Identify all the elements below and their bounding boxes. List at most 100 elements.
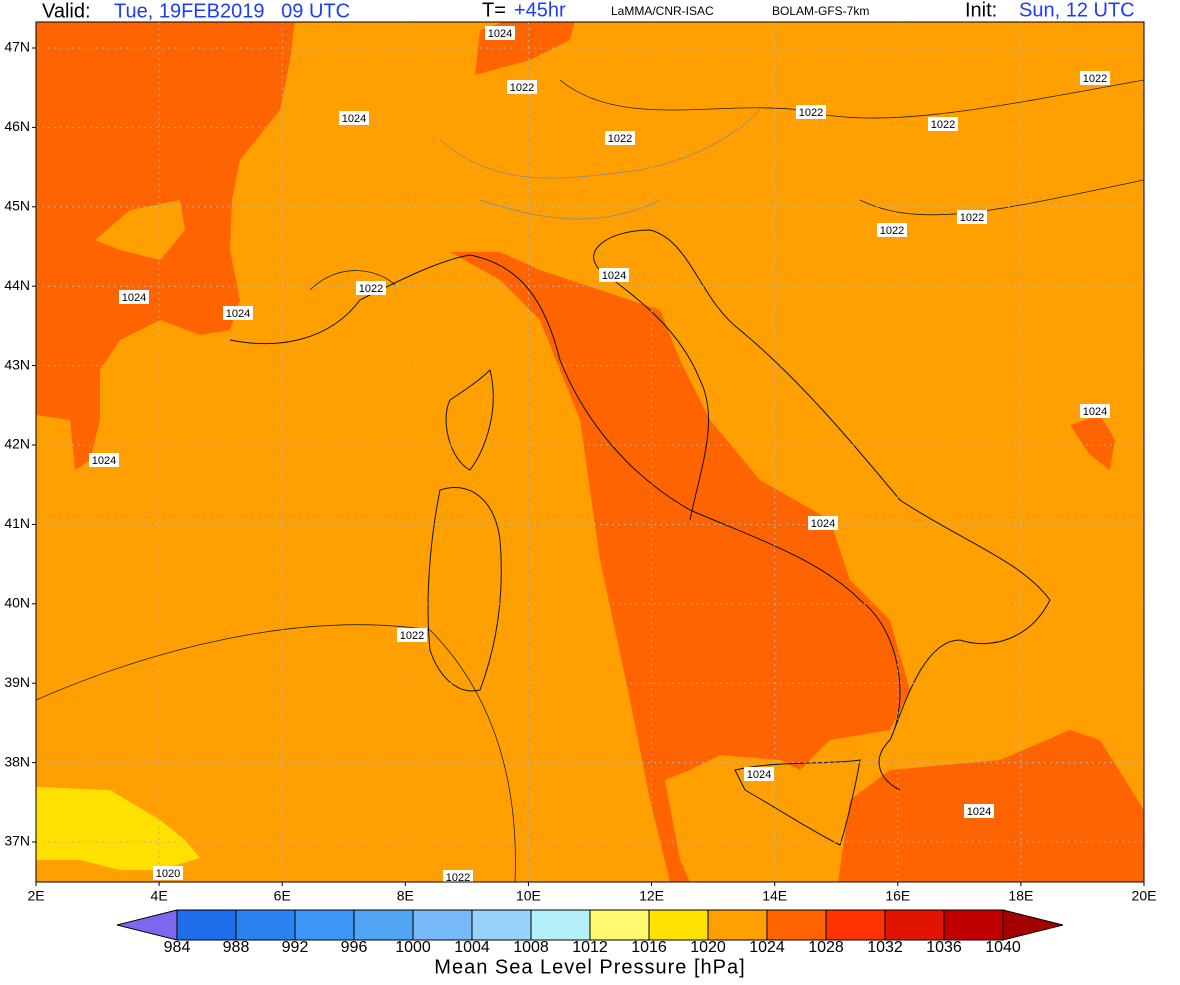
colorbar-segment	[884, 909, 945, 941]
contour-label-bg	[443, 870, 473, 882]
contour-label-bg	[1080, 71, 1110, 85]
contour-label: 1024	[226, 308, 250, 320]
contour-label-bg	[153, 866, 183, 880]
contour-label-bg	[605, 131, 635, 145]
colorbar-segment	[943, 909, 1004, 941]
lat-label: 37N	[4, 833, 30, 849]
lon-label: 8E	[397, 888, 414, 904]
forecast-step: +45hr	[514, 0, 566, 21]
contour-label-bg	[877, 223, 907, 237]
colorbar-label: 1036	[926, 939, 962, 956]
colorbar-segment	[294, 909, 355, 941]
contour-label: 1024	[747, 769, 771, 781]
lat-label: 45N	[4, 198, 30, 214]
lon-label: 14E	[762, 888, 787, 904]
colorbar-title: Mean Sea Level Pressure [hPa]	[434, 956, 745, 978]
colorbar-segment	[412, 909, 473, 941]
contour-label: 1024	[122, 292, 146, 304]
colorbar-label: 1040	[985, 939, 1021, 956]
lon-label: 16E	[885, 888, 910, 904]
contour-label-bg	[808, 516, 838, 530]
colorbar-label: 1028	[808, 939, 844, 956]
lat-label: 44N	[4, 277, 30, 293]
colorbar-segment	[766, 909, 827, 941]
field-1016-1020	[36, 787, 200, 870]
contour-label-bg	[964, 804, 994, 818]
valid-label: Valid:	[42, 0, 91, 22]
lon-label: 2E	[27, 888, 44, 904]
contour-label-bg	[744, 767, 774, 781]
colorbar-label: 1012	[572, 939, 608, 956]
contour-label: 1020	[156, 868, 180, 880]
contour-label: 1024	[488, 28, 512, 40]
contour-label-bg	[957, 210, 987, 224]
contour-label-bg	[339, 111, 369, 125]
coastline-sicily	[734, 759, 861, 846]
contour-label-bg	[119, 290, 149, 304]
lon-label: 10E	[516, 888, 541, 904]
contour-label-bg	[356, 281, 386, 295]
colorbar-segment	[589, 909, 650, 941]
field-1020-1024	[95, 200, 185, 260]
contour-label: 1024	[92, 455, 116, 467]
lon-label: 4E	[151, 888, 168, 904]
colorbar-segment	[471, 909, 532, 941]
colorbar-label: 1024	[749, 939, 785, 956]
contour-label: 1022	[799, 107, 823, 119]
map: 1024 1022 1024 1022 1022 1022 1022 1022 1022 1024…	[36, 22, 1144, 884]
lat-label: 42N	[4, 436, 30, 452]
contour-label: 1022	[446, 872, 470, 884]
contour-label: 1024	[1083, 406, 1107, 418]
lat-label: 47N	[4, 39, 30, 55]
contour-line	[309, 270, 396, 291]
colorbar-segment	[825, 909, 886, 941]
contour-label: 1022	[960, 212, 984, 224]
colorbar-label: 984	[164, 939, 191, 956]
contour-label-bg	[928, 117, 958, 131]
coastline-corsica	[445, 369, 494, 471]
colorbar-label: 1032	[867, 939, 903, 956]
contour-label: 1022	[880, 225, 904, 237]
forecast-label: T=	[482, 0, 506, 21]
model: BOLAM-GFS-7km	[772, 4, 869, 18]
contour-label-bg	[599, 268, 629, 282]
init-time: Sun, 12 UTC	[1019, 0, 1135, 21]
lon-label: 20E	[1132, 888, 1157, 904]
contour-label: 1024	[342, 113, 366, 125]
field-1024-1028	[1070, 415, 1115, 470]
field-1024-1028	[450, 252, 910, 882]
contour-label: 1024	[967, 806, 991, 818]
init-label: Init:	[965, 0, 997, 21]
lon-label: 18E	[1008, 888, 1033, 904]
lat-label: 41N	[4, 515, 30, 531]
colorbar-extend-low	[116, 909, 178, 941]
colorbar-segment	[530, 909, 591, 941]
lat-label: 38N	[4, 753, 30, 769]
contour-line	[36, 624, 516, 882]
coastline-sardinia	[427, 486, 502, 692]
contour-label: 1022	[359, 283, 383, 295]
valid-time: Tue, 19FEB2019 09 UTC	[114, 0, 350, 22]
contour-label: 1022	[608, 133, 632, 145]
colorbar-label: 1004	[454, 939, 490, 956]
colorbar-label: 1000	[395, 939, 431, 956]
producer: LaMMA/CNR-ISAC	[611, 4, 714, 18]
colorbar-label: 996	[341, 939, 368, 956]
contour-label: 1022	[931, 119, 955, 131]
contour-label-bg	[397, 628, 427, 642]
colorbar-label: 1020	[690, 939, 726, 956]
colorbar-extend-high	[1002, 909, 1064, 941]
contour-label-bg	[485, 26, 515, 40]
colorbar-label: 992	[282, 939, 309, 956]
map-frame	[35, 21, 1145, 883]
border	[439, 109, 761, 220]
contour-label: 1024	[811, 518, 835, 530]
colorbar-label: 1008	[513, 939, 549, 956]
contour-label-bg	[223, 306, 253, 320]
lat-label: 46N	[4, 118, 30, 134]
contour-label-bg	[507, 80, 537, 94]
contour-label: 1022	[1083, 73, 1107, 85]
colorbar-segment	[707, 909, 768, 941]
